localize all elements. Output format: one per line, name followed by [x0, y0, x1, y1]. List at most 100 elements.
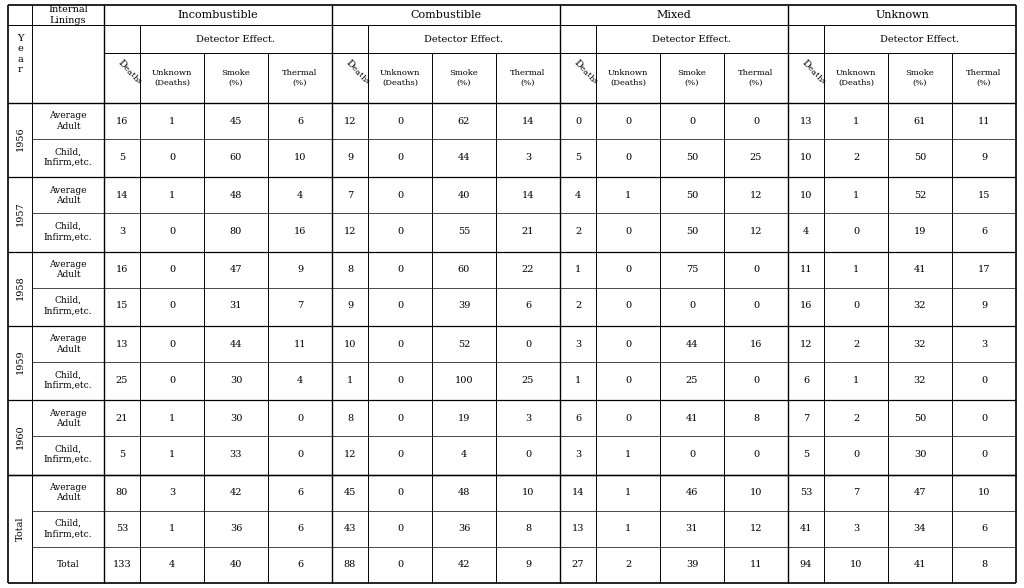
Text: 62: 62	[458, 116, 470, 126]
Text: 0: 0	[169, 376, 175, 385]
Text: 1: 1	[169, 191, 175, 200]
Text: 0: 0	[625, 301, 631, 310]
Text: 50: 50	[686, 191, 698, 200]
Text: 48: 48	[229, 191, 243, 200]
Text: 9: 9	[525, 560, 531, 569]
Text: 6: 6	[297, 524, 303, 533]
Text: Thermal
(%): Thermal (%)	[510, 69, 546, 86]
Text: 0: 0	[625, 116, 631, 126]
Text: 40: 40	[458, 191, 470, 200]
Text: 1: 1	[169, 414, 175, 423]
Text: 9: 9	[297, 265, 303, 274]
Text: 0: 0	[297, 450, 303, 459]
Text: Unknown: Unknown	[876, 10, 929, 20]
Text: 0: 0	[625, 227, 631, 236]
Text: Average
Adult: Average Adult	[49, 483, 87, 502]
Text: 11: 11	[978, 116, 990, 126]
Text: 6: 6	[981, 524, 987, 533]
Text: 13: 13	[116, 339, 128, 349]
Text: Detector Effect.: Detector Effect.	[425, 35, 504, 44]
Text: 0: 0	[397, 450, 403, 459]
Text: 12: 12	[750, 524, 762, 533]
Text: 6: 6	[297, 116, 303, 126]
Text: a: a	[125, 68, 133, 76]
Text: 13: 13	[800, 116, 812, 126]
Text: 4: 4	[297, 376, 303, 385]
Text: 1958: 1958	[15, 275, 25, 300]
Text: 9: 9	[981, 301, 987, 310]
Text: 0: 0	[625, 153, 631, 162]
Text: 6: 6	[803, 376, 809, 385]
Text: t: t	[584, 71, 592, 79]
Text: Child,
Infirm,etc.: Child, Infirm,etc.	[44, 296, 92, 316]
Text: 4: 4	[169, 560, 175, 569]
Text: Thermal
(%): Thermal (%)	[738, 69, 774, 86]
Text: 48: 48	[458, 488, 470, 497]
Text: Total: Total	[56, 560, 79, 569]
Text: 1959: 1959	[15, 350, 25, 375]
Text: Smoke
(%): Smoke (%)	[905, 69, 934, 86]
Text: 0: 0	[397, 265, 403, 274]
Text: 133: 133	[113, 560, 131, 569]
Text: 46: 46	[686, 488, 698, 497]
Text: s: s	[134, 77, 142, 85]
Text: 60: 60	[229, 153, 242, 162]
Text: 16: 16	[294, 227, 306, 236]
Text: 53: 53	[116, 524, 128, 533]
Text: Detector Effect.: Detector Effect.	[881, 35, 959, 44]
Text: Unknown
(Deaths): Unknown (Deaths)	[836, 69, 877, 86]
Text: Average
Adult: Average Adult	[49, 186, 87, 205]
Text: h: h	[130, 74, 139, 83]
Text: Child,
Infirm,etc.: Child, Infirm,etc.	[44, 148, 92, 167]
Text: 0: 0	[574, 116, 581, 126]
Text: Incombustible: Incombustible	[178, 10, 258, 20]
Text: 25: 25	[116, 376, 128, 385]
Text: Total: Total	[15, 516, 25, 541]
Text: Internal
Linings: Internal Linings	[48, 5, 88, 25]
Text: 42: 42	[458, 560, 470, 569]
Text: 43: 43	[344, 524, 356, 533]
Text: 34: 34	[913, 524, 927, 533]
Text: 0: 0	[981, 450, 987, 459]
Text: 5: 5	[119, 450, 125, 459]
Text: 44: 44	[229, 339, 243, 349]
Text: 50: 50	[913, 153, 926, 162]
Text: 10: 10	[850, 560, 862, 569]
Text: 55: 55	[458, 227, 470, 236]
Text: 5: 5	[119, 153, 125, 162]
Text: 45: 45	[229, 116, 243, 126]
Text: 13: 13	[571, 524, 585, 533]
Text: 9: 9	[347, 153, 353, 162]
Text: 7: 7	[853, 488, 859, 497]
Text: 2: 2	[574, 227, 582, 236]
Text: 27: 27	[571, 560, 585, 569]
Text: D: D	[116, 58, 128, 70]
Text: 0: 0	[397, 339, 403, 349]
Text: e: e	[349, 64, 358, 72]
Text: 80: 80	[116, 488, 128, 497]
Text: 12: 12	[344, 450, 356, 459]
Text: 0: 0	[753, 116, 759, 126]
Text: 0: 0	[853, 227, 859, 236]
Text: 0: 0	[853, 301, 859, 310]
Text: 6: 6	[525, 301, 531, 310]
Text: 10: 10	[800, 153, 812, 162]
Text: 1: 1	[169, 524, 175, 533]
Text: 19: 19	[458, 414, 470, 423]
Text: 6: 6	[574, 414, 581, 423]
Text: Unknown
(Deaths): Unknown (Deaths)	[608, 69, 648, 86]
Text: h: h	[358, 74, 368, 83]
Text: 7: 7	[803, 414, 809, 423]
Text: 0: 0	[625, 265, 631, 274]
Text: 1: 1	[625, 524, 631, 533]
Text: 6: 6	[297, 488, 303, 497]
Text: 22: 22	[522, 265, 535, 274]
Text: 42: 42	[229, 488, 243, 497]
Text: 41: 41	[913, 560, 927, 569]
Text: 1: 1	[853, 116, 859, 126]
Text: 11: 11	[750, 560, 762, 569]
Text: 45: 45	[344, 488, 356, 497]
Text: 0: 0	[169, 301, 175, 310]
Text: 2: 2	[853, 414, 859, 423]
Text: Thermal
(%): Thermal (%)	[967, 69, 1001, 86]
